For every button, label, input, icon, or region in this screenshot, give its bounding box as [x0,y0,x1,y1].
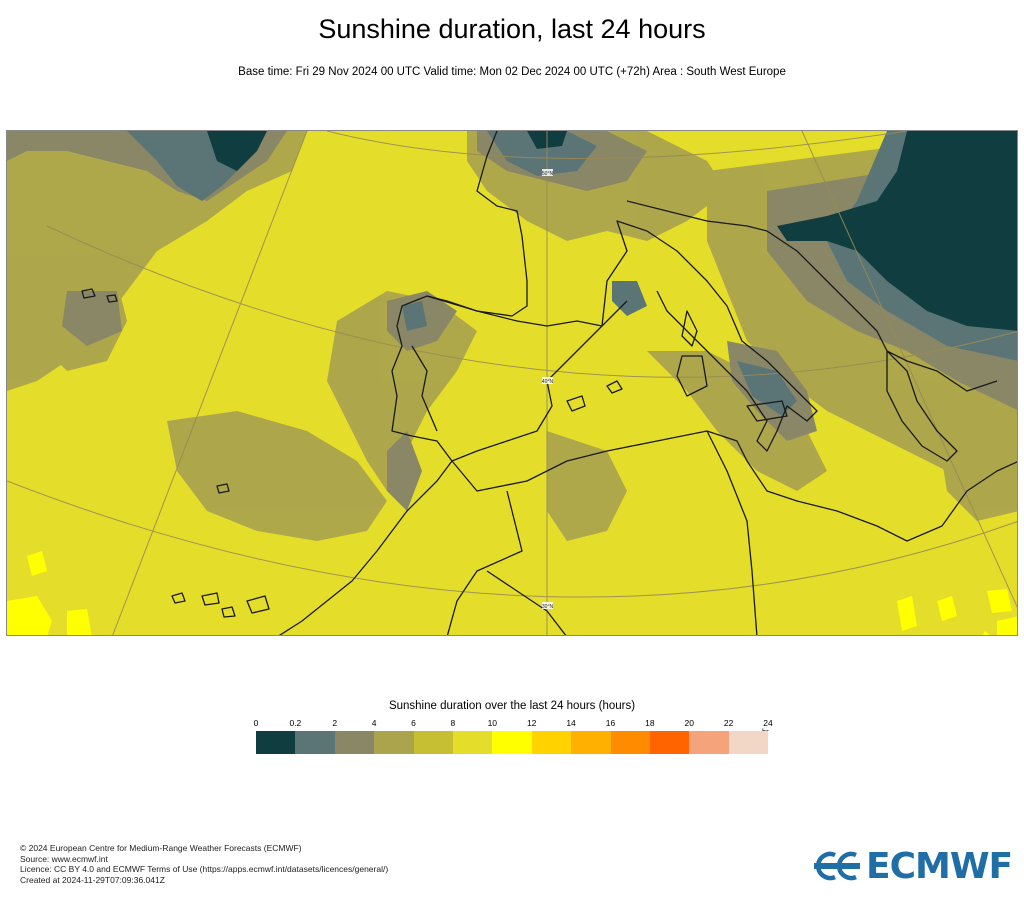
legend-title: Sunshine duration over the last 24 hours… [388,700,636,712]
ecmwf-logo[interactable]: ECMWF [812,845,1013,887]
legend-tick-label: 18 [645,718,655,728]
footer-copyright: © 2024 European Centre for Medium-Range … [20,843,302,853]
sunshine-10-12h-areas [7,551,1017,635]
legend-swatch-9 [610,731,650,754]
footer: © 2024 European Centre for Medium-Range … [20,843,388,885]
legend-tick-label: 22 [723,718,734,728]
legend-swatch-0 [256,731,296,754]
legend-tick-label: 20 [684,718,694,728]
footer-source: Source: www.ecmwf.int [20,853,108,864]
map-canvas: 50°N 40°N 30°N [7,131,1017,635]
legend-tick-label: 6 [411,718,416,728]
legend-swatch-12 [728,731,769,754]
legend-swatch-6 [492,731,532,754]
legend-swatch-10 [649,731,690,754]
graticule [7,131,1017,635]
legend-swatch-11 [689,731,729,754]
legend-tick-label: 8 [450,718,456,728]
sunshine-map[interactable]: 50°N 40°N 30°N [6,130,1018,636]
gridline-label-40n: 40°N [542,379,554,385]
chart-title: Sunshine duration, last 24 hours [318,14,706,44]
legend-tick-label: 12 [526,718,537,728]
graticule-labels: 50°N 40°N 30°N [542,169,554,610]
legend-tick-label: 24 [763,718,773,728]
legend-colorbar [256,731,769,754]
legend-tick-label: 0.2 [289,718,302,728]
footer-created: Created at 2024-11-29T07:09:36.041Z [20,874,165,885]
legend-swatch-3 [374,731,414,754]
legend-tick-label: 0 [253,718,259,728]
legend-swatch-7 [531,731,572,754]
legend-tick-label: 16 [605,718,616,728]
legend-tick-label: 4 [371,718,377,728]
legend-tick-label: 10 [487,718,498,728]
legend-tick-labels: 0 0.2 2 4 6 8 10 12 14 16 18 20 22 24 [253,718,773,730]
chart-subtitle: Base time: Fri 29 Nov 2024 00 UTC Valid … [238,66,786,78]
legend-tick-label: 2 [332,718,338,728]
legend-swatch-4 [413,731,453,754]
ecmwf-logo-text: ECMWF [866,845,1013,887]
gridline-label-50n: 50°N [542,171,554,177]
legend-tick-label: 14 [566,718,576,728]
gridline-label-30n: 30°N [542,604,554,610]
legend-swatch-2 [334,731,375,754]
footer-licence: Licence: CC BY 4.0 and ECMWF Terms of Us… [20,864,389,874]
legend-swatch-1 [295,731,335,754]
legend-swatch-8 [571,731,611,754]
ecmwf-logo-icon [814,851,860,881]
legend-swatch-5 [452,731,493,754]
